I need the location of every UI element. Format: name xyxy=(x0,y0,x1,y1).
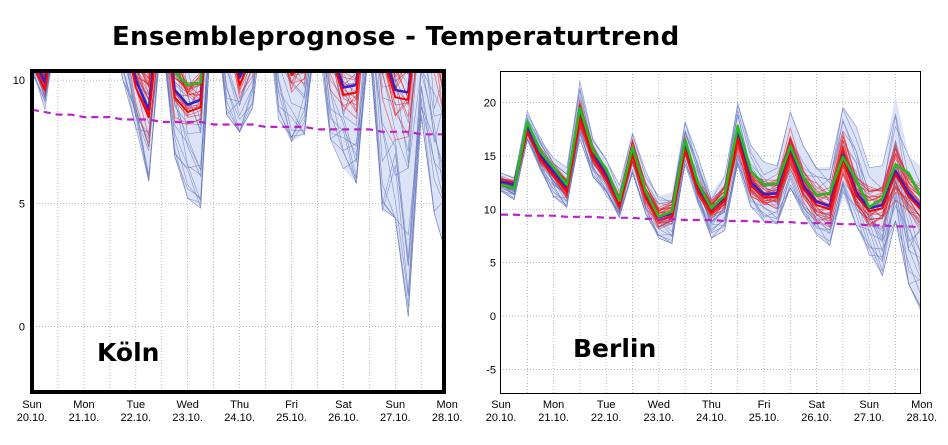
ensemble-control-line xyxy=(500,116,921,221)
x-tick-date: 24.10. xyxy=(696,412,727,424)
x-tick-day: Mon xyxy=(436,399,457,411)
x-tick-day: Fri xyxy=(758,399,771,411)
x-tick-day: Wed xyxy=(176,399,198,411)
plot-frame xyxy=(500,71,921,394)
x-tick-date: 26.10. xyxy=(328,412,359,424)
climate-mean-line xyxy=(501,213,921,229)
x-tick-day: Sun xyxy=(386,399,406,411)
y-tick-label: 5 xyxy=(490,258,496,270)
y-tick-label: 15 xyxy=(484,151,496,163)
plot-frame xyxy=(30,69,446,394)
page-title: Ensembleprognose - Temperaturtrend xyxy=(112,22,680,52)
x-tick-date: 22.10. xyxy=(121,412,152,424)
ensemble-member-red xyxy=(500,123,921,226)
ensemble-member-blue xyxy=(33,69,446,297)
ensemble-member-red xyxy=(36,69,446,117)
y-tick-label: 10 xyxy=(484,204,496,216)
ensemble-member-red xyxy=(34,69,446,137)
x-tick-date: 24.10. xyxy=(224,412,255,424)
ensemble-member-blue xyxy=(34,69,446,177)
x-tick-date: 20.10. xyxy=(486,412,517,424)
y-tick-label: -5 xyxy=(486,364,496,376)
x-tick-date: 22.10. xyxy=(591,412,622,424)
plot-area xyxy=(500,71,921,394)
x-tick-date: 27.10. xyxy=(854,412,885,424)
x-tick-day: Mon xyxy=(73,399,94,411)
ensemble-member-blue xyxy=(31,69,446,317)
y-tick-label: 5 xyxy=(19,198,25,210)
y-tick-label: 0 xyxy=(490,311,496,323)
main-run-line xyxy=(500,106,921,219)
y-tick-label: 10 xyxy=(13,75,25,87)
x-tick-date: 21.10. xyxy=(69,412,100,424)
x-tick-date: 23.10. xyxy=(644,412,675,424)
chart-berlin-plot: -505101520Sun20.10.Mon21.10.Tue22.10.Wed… xyxy=(484,71,937,424)
x-tick-day: Sat xyxy=(808,399,825,411)
x-tick-day: Sun xyxy=(491,399,511,411)
ensemble-member-blue xyxy=(32,0,452,61)
x-tick-date: 28.10. xyxy=(907,412,938,424)
x-tick-date: 27.10. xyxy=(380,412,411,424)
x-tick-day: Thu xyxy=(230,399,249,411)
x-tick-day: Mon xyxy=(911,399,932,411)
ensemble-member-blue xyxy=(187,69,188,70)
x-tick-date: 25.10. xyxy=(276,412,307,424)
x-tick-date: 26.10. xyxy=(801,412,832,424)
ensemble-member-blue xyxy=(500,136,921,285)
x-tick-day: Sun xyxy=(22,399,42,411)
ensemble-spread-band xyxy=(501,81,921,312)
x-tick-day: Sun xyxy=(859,399,879,411)
ensemble-spread-band xyxy=(32,69,446,317)
y-tick-label: 20 xyxy=(484,98,496,110)
ensemble-member-blue xyxy=(32,0,452,58)
plot-area xyxy=(30,0,452,394)
x-tick-day: Tue xyxy=(597,399,616,411)
x-tick-date: 21.10. xyxy=(538,412,569,424)
ensemble-member-blue xyxy=(31,69,446,307)
x-tick-day: Wed xyxy=(648,399,670,411)
city-title-berlin: Berlin xyxy=(573,334,656,363)
x-tick-day: Thu xyxy=(702,399,721,411)
y-tick-label: 0 xyxy=(19,322,25,334)
x-tick-date: 25.10. xyxy=(749,412,780,424)
city-title-koeln: Köln xyxy=(97,338,159,367)
chart-koeln-plot: -505101520Sun20.10.Mon21.10.Tue22.10.Wed… xyxy=(13,0,463,445)
x-tick-day: Fri xyxy=(285,399,298,411)
ensemble-member-blue xyxy=(35,69,446,267)
x-tick-date: 28.10. xyxy=(432,412,463,424)
climate-mean-line xyxy=(31,108,446,136)
x-tick-day: Mon xyxy=(543,399,564,411)
x-tick-day: Sat xyxy=(335,399,352,411)
ensemble-member-blue xyxy=(31,69,446,259)
ensemble-member-blue xyxy=(32,69,446,294)
ensemble-member-red xyxy=(35,69,446,148)
x-tick-day: Tue xyxy=(127,399,146,411)
x-tick-date: 20.10. xyxy=(17,412,48,424)
x-tick-date: 23.10. xyxy=(172,412,203,424)
